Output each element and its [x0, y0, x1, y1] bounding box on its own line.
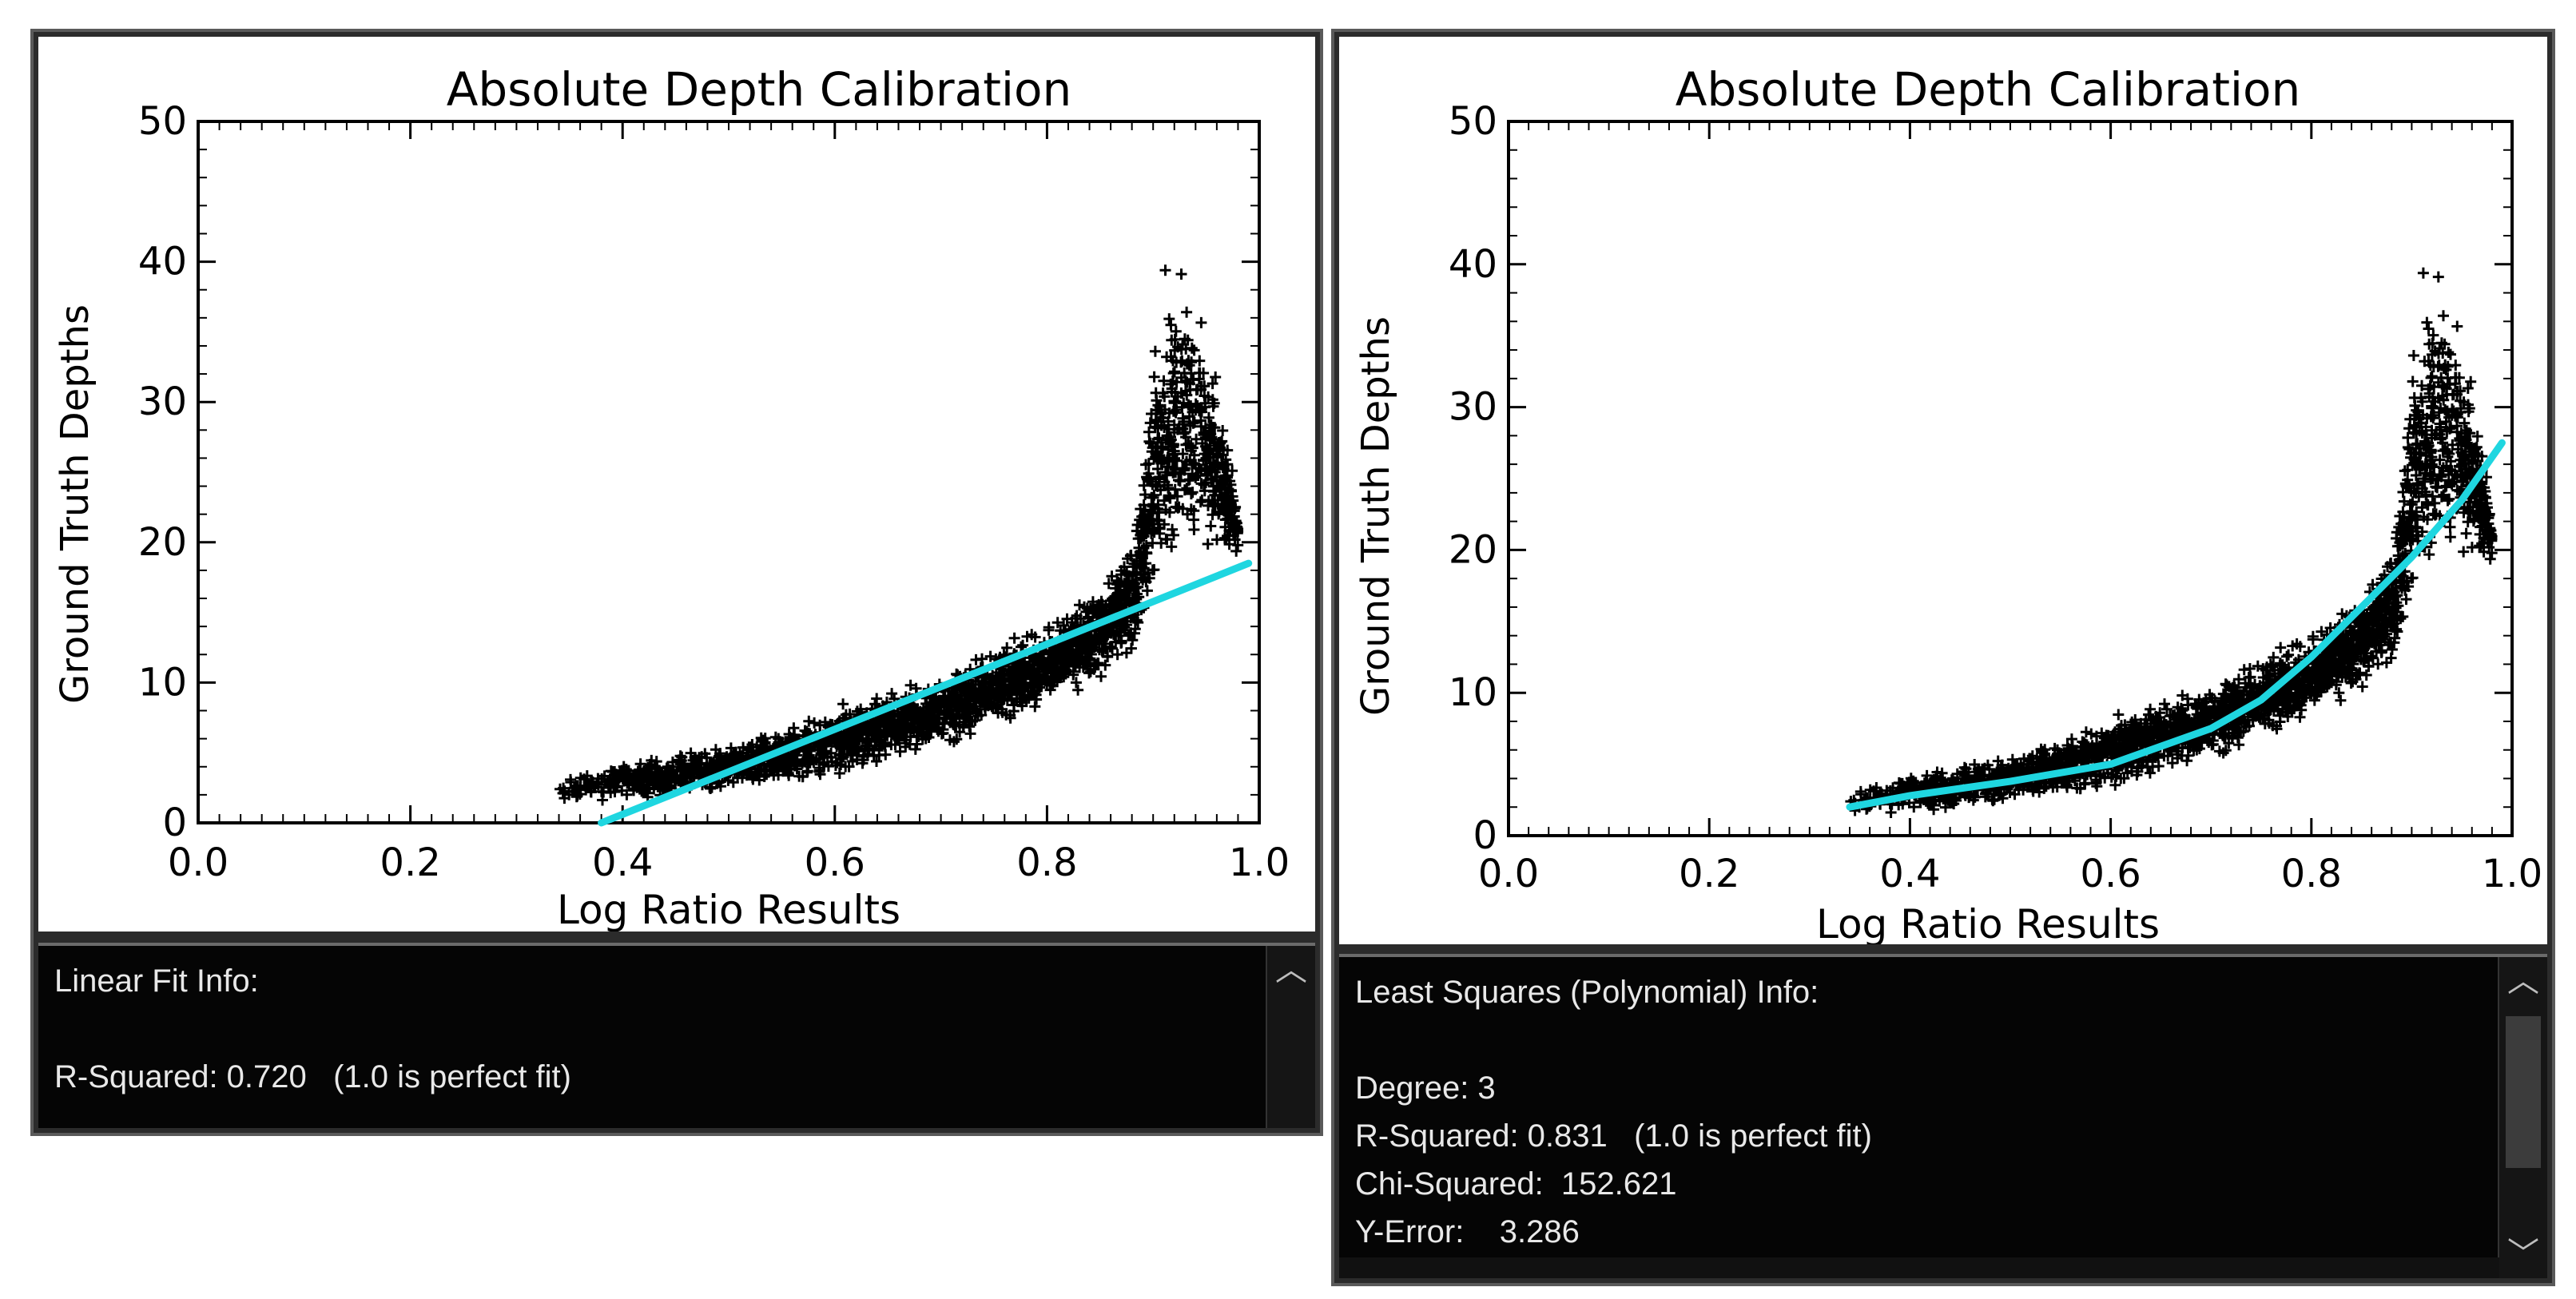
- scatter-points: [555, 264, 1244, 806]
- info-heading: Least Squares (Polynomial) Info:: [1355, 975, 1819, 1010]
- x-tick-label: 0.8: [1016, 840, 1077, 885]
- x-tick-label: 1.0: [1229, 840, 1290, 885]
- x-tick-label: 0.0: [168, 840, 229, 885]
- vertical-scrollbar[interactable]: ︿: [1266, 946, 1315, 1128]
- x-tick-label: 0.6: [805, 840, 865, 885]
- axes: 0.0 0.2 0.4 0.6 0.8 1.0 0 10 20 30 40 50: [138, 99, 1290, 885]
- x-tick-label: 0.6: [2080, 852, 2141, 896]
- scatter-points: [1845, 267, 2498, 818]
- fit-line-layer: [1846, 439, 2506, 811]
- scatter-points-marks: [555, 264, 1244, 806]
- y-tick-label: 20: [1449, 527, 1497, 572]
- chi-squared-text: Chi-Squared: 152.621: [1355, 1166, 1677, 1202]
- info-spacer: [1355, 1016, 2531, 1064]
- y-tick-label: 30: [138, 379, 187, 424]
- chart-title: Absolute Depth Calibration: [1676, 62, 2301, 117]
- degree-text: Degree: 3: [1355, 1071, 1496, 1106]
- y-axis-label: Ground Truth Depths: [53, 304, 97, 704]
- y-tick-label: 10: [1449, 670, 1497, 715]
- plot-area: Absolute Depth Calibration Log Ratio Res…: [38, 37, 1315, 932]
- y-tick-label: 10: [138, 660, 187, 705]
- y-tick-label: 40: [138, 240, 187, 284]
- linear-fit-panel: Absolute Depth Calibration Log Ratio Res…: [30, 29, 1323, 1136]
- x-tick-label: 1.0: [2482, 852, 2542, 896]
- scroll-up-icon[interactable]: ︿: [2507, 963, 2539, 999]
- x-tick-label: 0.4: [1879, 852, 1940, 896]
- scroll-up-icon[interactable]: ︿: [1275, 952, 1307, 987]
- polynomial-fit-panel: Absolute Depth Calibration Log Ratio Res…: [1331, 29, 2555, 1286]
- scroll-thumb[interactable]: [2506, 1016, 2541, 1168]
- fit-line: [1846, 439, 2506, 811]
- fit-line: [598, 559, 1253, 827]
- chart-title: Absolute Depth Calibration: [447, 62, 1072, 117]
- y-tick-label: 0: [162, 800, 187, 845]
- scatter-chart-linear: Absolute Depth Calibration Log Ratio Res…: [53, 62, 1290, 932]
- x-axis-label: Log Ratio Results: [557, 887, 900, 932]
- info-spacer: [54, 1005, 1299, 1053]
- y-axis-label: Ground Truth Depths: [1354, 316, 1398, 716]
- fit-info-box: Least Squares (Polynomial) Info: Degree:…: [1339, 954, 2547, 1278]
- scroll-down-icon[interactable]: ﹀: [2507, 1237, 2539, 1272]
- x-tick-label: 0.0: [1478, 852, 1539, 896]
- r-squared-text: R-Squared: 0.720 (1.0 is perfect fit): [54, 1059, 571, 1094]
- plot-area: Absolute Depth Calibration Log Ratio Res…: [1339, 37, 2547, 944]
- x-tick-label: 0.2: [1679, 852, 1739, 896]
- y-error-text: Y-Error: 3.286: [1355, 1214, 1580, 1249]
- info-heading: Linear Fit Info:: [54, 963, 259, 999]
- vertical-scrollbar[interactable]: ︿ ﹀: [2498, 957, 2547, 1278]
- r-squared-text: R-Squared: 0.831 (1.0 is perfect fit): [1355, 1118, 1872, 1154]
- plot-frame: [1507, 120, 2514, 837]
- x-tick-label: 0.8: [2281, 852, 2342, 896]
- plot-frame: [197, 120, 1261, 824]
- x-tick-label: 0.4: [592, 840, 653, 885]
- scatter-points-marks: [1845, 267, 2498, 818]
- axes: 0.0 0.2 0.4 0.6 0.8 1.0 0 10 20 30 40 50: [1449, 99, 2542, 896]
- y-tick-label: 50: [1449, 99, 1497, 144]
- fit-line-layer: [598, 559, 1253, 827]
- x-axis-label: Log Ratio Results: [1816, 901, 2160, 944]
- scatter-chart-polynomial: Absolute Depth Calibration Log Ratio Res…: [1354, 62, 2542, 944]
- y-tick-label: 40: [1449, 242, 1497, 287]
- y-tick-label: 30: [1449, 385, 1497, 430]
- y-tick-label: 0: [1473, 813, 1497, 858]
- y-tick-label: 50: [138, 99, 187, 144]
- horizontal-scrollbar[interactable]: [1339, 1257, 2499, 1278]
- y-tick-label: 20: [138, 520, 187, 565]
- x-tick-label: 0.2: [380, 840, 440, 885]
- fit-info-box: Linear Fit Info: R-Squared: 0.720 (1.0 i…: [38, 943, 1315, 1128]
